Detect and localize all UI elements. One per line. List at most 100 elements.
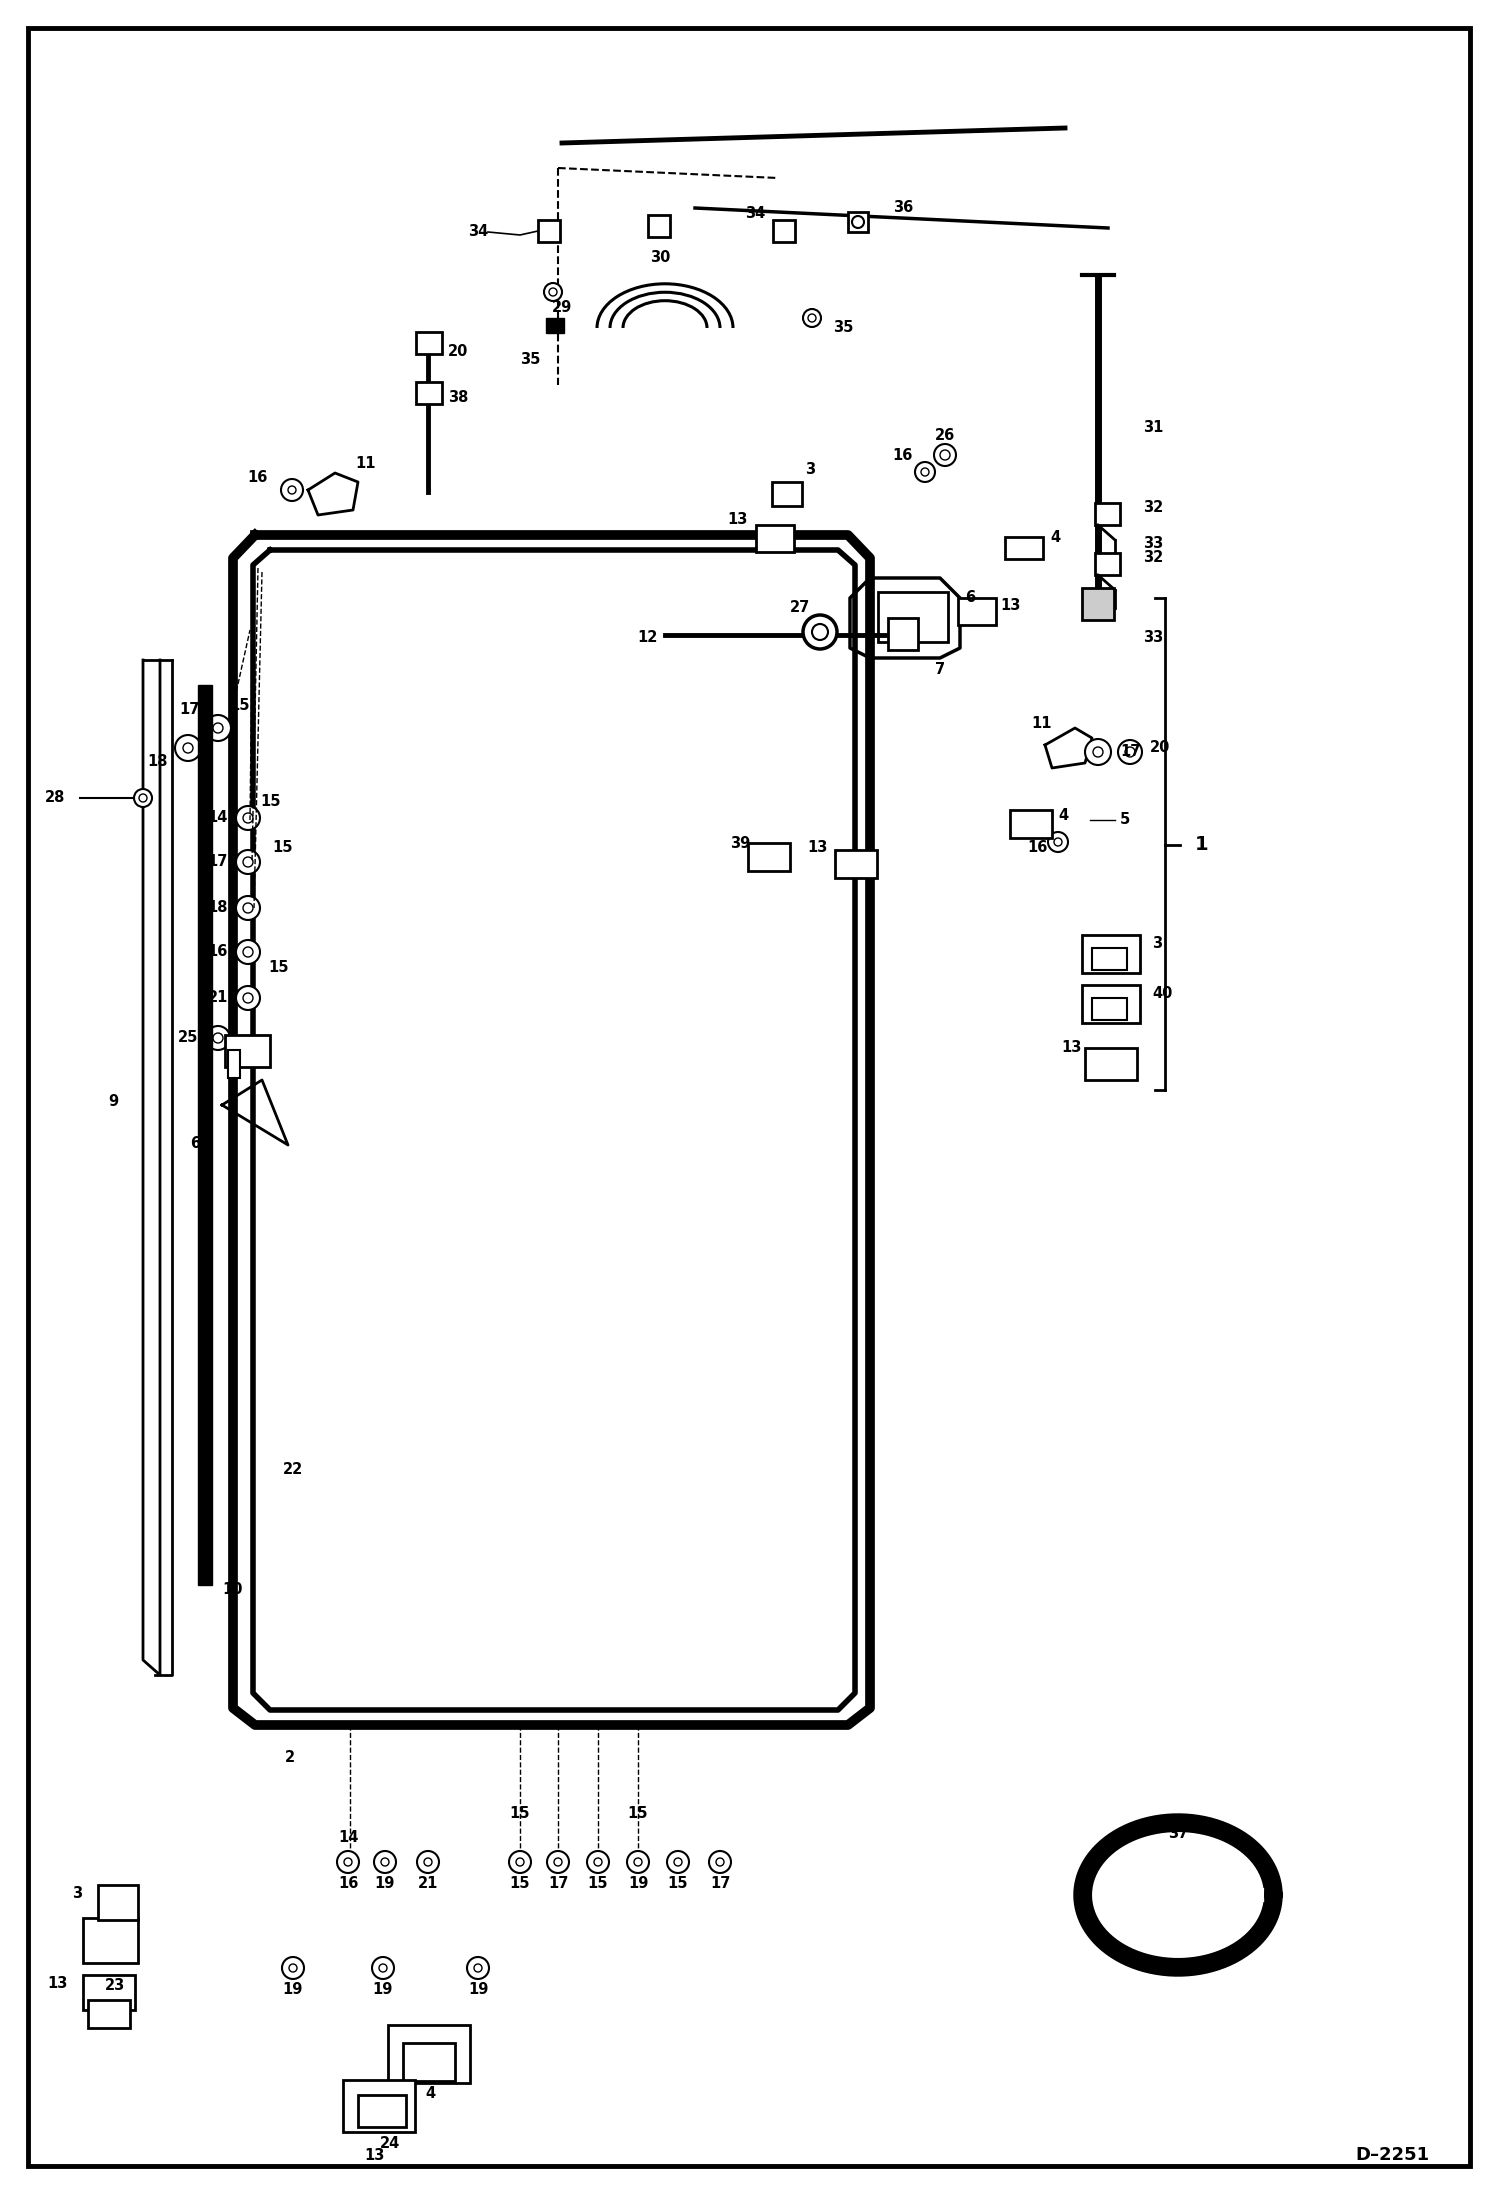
Text: 25: 25 bbox=[178, 1031, 198, 1047]
Circle shape bbox=[205, 715, 231, 742]
Circle shape bbox=[709, 1852, 731, 1874]
Text: 6: 6 bbox=[190, 1136, 201, 1150]
Text: 4: 4 bbox=[1050, 531, 1061, 546]
Text: 31: 31 bbox=[1143, 421, 1164, 434]
Circle shape bbox=[1085, 739, 1112, 766]
Text: 30: 30 bbox=[650, 250, 670, 265]
Circle shape bbox=[289, 1964, 297, 1972]
Bar bbox=[834, 849, 876, 878]
Bar bbox=[416, 382, 442, 404]
Text: 20: 20 bbox=[1150, 742, 1170, 755]
Bar bbox=[773, 219, 795, 241]
Circle shape bbox=[812, 623, 828, 641]
Circle shape bbox=[807, 314, 816, 323]
Bar bbox=[228, 1051, 240, 1077]
Circle shape bbox=[941, 450, 950, 461]
Text: 19: 19 bbox=[283, 1983, 303, 1997]
Bar bbox=[1082, 935, 1140, 972]
Text: 26: 26 bbox=[935, 428, 956, 443]
Text: 12: 12 bbox=[638, 630, 658, 645]
Circle shape bbox=[243, 814, 253, 823]
Text: 7: 7 bbox=[935, 663, 945, 678]
Text: 35: 35 bbox=[833, 320, 854, 336]
Bar bbox=[82, 1918, 138, 1964]
Text: 9: 9 bbox=[198, 1077, 208, 1093]
Circle shape bbox=[237, 939, 261, 963]
Bar bbox=[545, 318, 565, 333]
Circle shape bbox=[933, 443, 956, 465]
Text: 28: 28 bbox=[45, 790, 64, 805]
Text: 3: 3 bbox=[72, 1885, 82, 1900]
Circle shape bbox=[379, 1964, 386, 1972]
Text: 36: 36 bbox=[893, 200, 914, 215]
Bar bbox=[388, 2025, 470, 2082]
Text: 17: 17 bbox=[1121, 744, 1140, 759]
Circle shape bbox=[1055, 838, 1062, 847]
Bar bbox=[1005, 538, 1043, 559]
Bar bbox=[888, 619, 918, 649]
Circle shape bbox=[467, 1957, 488, 1979]
Text: 13: 13 bbox=[1001, 597, 1020, 612]
Bar bbox=[88, 2001, 130, 2027]
Circle shape bbox=[803, 614, 837, 649]
Text: 11: 11 bbox=[1032, 715, 1052, 731]
Bar bbox=[82, 1975, 135, 2010]
Circle shape bbox=[554, 1858, 562, 1867]
Text: 19: 19 bbox=[373, 1983, 392, 1997]
Text: 2: 2 bbox=[285, 1751, 295, 1766]
Text: 21: 21 bbox=[208, 989, 228, 1005]
Circle shape bbox=[243, 904, 253, 913]
Circle shape bbox=[243, 948, 253, 957]
Text: 21: 21 bbox=[418, 1876, 439, 1891]
Text: 9: 9 bbox=[108, 1095, 118, 1110]
Text: 15: 15 bbox=[628, 1806, 649, 1821]
Text: 16: 16 bbox=[208, 943, 228, 959]
Circle shape bbox=[213, 724, 223, 733]
Text: 15: 15 bbox=[273, 840, 292, 856]
Text: 15: 15 bbox=[587, 1876, 608, 1891]
Circle shape bbox=[175, 735, 201, 761]
Circle shape bbox=[634, 1858, 643, 1867]
Circle shape bbox=[424, 1858, 431, 1867]
Text: 16: 16 bbox=[339, 1876, 358, 1891]
Bar bbox=[1095, 502, 1121, 524]
Circle shape bbox=[337, 1852, 360, 1874]
Bar bbox=[1095, 553, 1121, 575]
Text: 16: 16 bbox=[893, 448, 912, 463]
Text: 5: 5 bbox=[1121, 812, 1131, 827]
Text: 17: 17 bbox=[548, 1876, 568, 1891]
Bar bbox=[416, 331, 442, 353]
Text: 15: 15 bbox=[229, 698, 250, 713]
Bar bbox=[1092, 998, 1126, 1020]
Text: 34: 34 bbox=[745, 206, 765, 222]
Text: 3: 3 bbox=[804, 463, 815, 478]
Text: 33: 33 bbox=[1143, 535, 1164, 551]
Text: 19: 19 bbox=[628, 1876, 649, 1891]
Bar bbox=[771, 483, 801, 507]
Text: 37: 37 bbox=[1168, 1825, 1188, 1841]
Circle shape bbox=[628, 1852, 649, 1874]
Circle shape bbox=[139, 794, 147, 803]
Bar bbox=[1010, 810, 1052, 838]
Text: 13: 13 bbox=[807, 840, 828, 856]
Circle shape bbox=[921, 467, 929, 476]
Circle shape bbox=[183, 744, 193, 753]
Bar bbox=[959, 599, 996, 625]
Text: 3: 3 bbox=[1152, 935, 1162, 950]
Text: 32: 32 bbox=[1143, 551, 1164, 566]
Circle shape bbox=[237, 849, 261, 873]
Bar bbox=[1092, 948, 1126, 970]
Circle shape bbox=[852, 215, 864, 228]
Circle shape bbox=[674, 1858, 682, 1867]
Text: 15: 15 bbox=[261, 794, 280, 810]
Bar bbox=[848, 213, 867, 233]
Text: 4: 4 bbox=[1058, 807, 1068, 823]
Bar bbox=[343, 2080, 415, 2133]
Circle shape bbox=[595, 1858, 602, 1867]
Circle shape bbox=[133, 790, 151, 807]
Circle shape bbox=[237, 985, 261, 1009]
Text: 32: 32 bbox=[1143, 500, 1164, 516]
Text: 34: 34 bbox=[467, 224, 488, 239]
Circle shape bbox=[515, 1858, 524, 1867]
Text: 15: 15 bbox=[509, 1876, 530, 1891]
